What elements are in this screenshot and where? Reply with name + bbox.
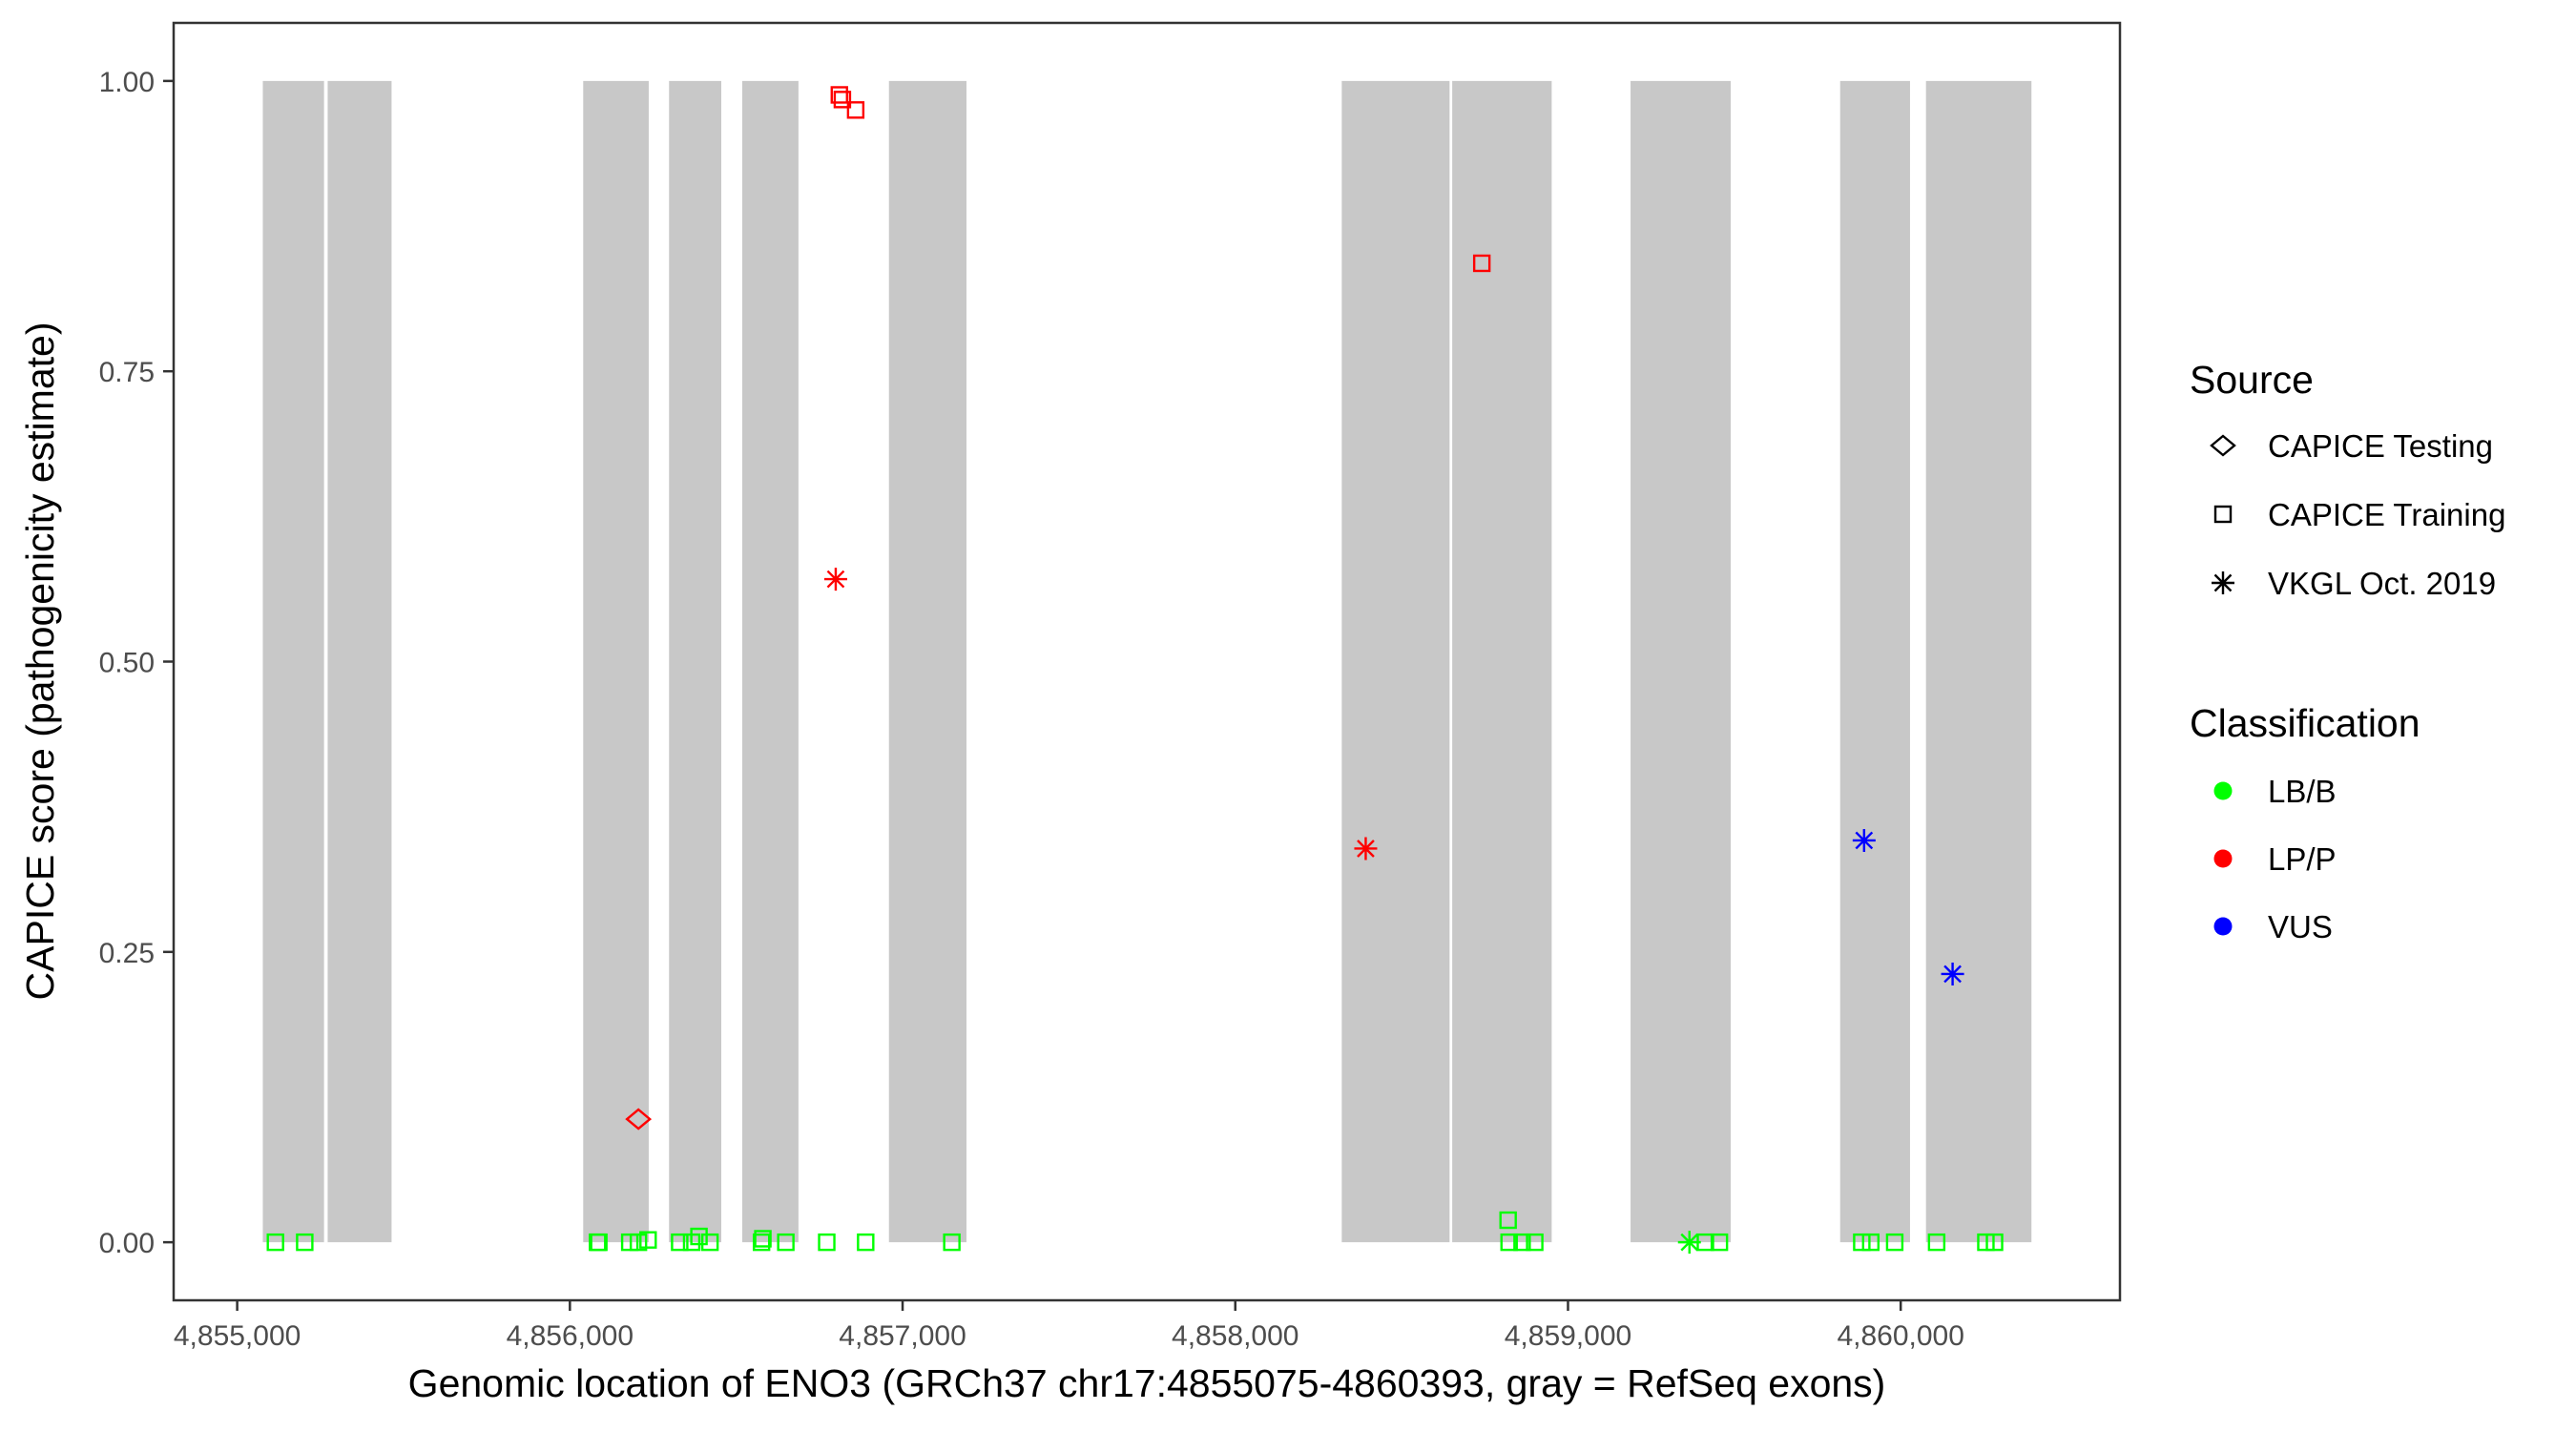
data-point-square — [833, 91, 852, 109]
plot-background — [174, 23, 2120, 1300]
x-tick-label: 4,856,000 — [507, 1320, 634, 1352]
exon-rect — [1925, 80, 2032, 1243]
data-point-asterisk — [1677, 1231, 1701, 1255]
legend-classification-title: Classification — [2190, 701, 2420, 745]
legend-diamond-icon — [2210, 434, 2236, 457]
y-tick-label: 0.00 — [99, 1228, 155, 1259]
data-point-square — [1526, 1233, 1544, 1252]
legend-source-label: VKGL Oct. 2019 — [2268, 566, 2496, 601]
data-point-diamond — [625, 1108, 653, 1130]
data-point-square — [1472, 254, 1491, 273]
data-point-square — [629, 1233, 648, 1252]
y-tick-label: 0.75 — [99, 357, 155, 388]
exon-rect — [262, 80, 324, 1243]
exon-rect — [1631, 80, 1731, 1243]
exon-rect — [741, 80, 799, 1243]
data-point-square — [690, 1227, 708, 1246]
exon-rect — [1341, 80, 1450, 1243]
data-point-asterisk — [823, 568, 847, 591]
data-point-asterisk — [1852, 828, 1876, 852]
x-axis-title: Genomic location of ENO3 (GRCh37 chr17:4… — [408, 1361, 1886, 1405]
legend-class-label: LB/B — [2268, 774, 2337, 809]
exon-rect — [888, 80, 966, 1243]
data-point-square — [1499, 1211, 1517, 1230]
legend-asterisk-icon — [2212, 571, 2234, 594]
legend-color-dot-icon — [2213, 917, 2233, 936]
data-point-square — [266, 1233, 284, 1252]
data-point-square — [296, 1233, 314, 1252]
data-point-square — [671, 1233, 689, 1252]
data-point-square — [943, 1233, 961, 1252]
x-tick-label: 4,859,000 — [1505, 1320, 1631, 1352]
exon-rect — [669, 80, 721, 1243]
x-tick-label: 4,860,000 — [1837, 1320, 1963, 1352]
x-tick-label: 4,857,000 — [839, 1320, 966, 1352]
y-tick-label: 1.00 — [99, 67, 155, 98]
data-point-square — [1927, 1233, 1946, 1252]
data-point-square — [1696, 1233, 1714, 1252]
legend-class-label: LP/P — [2268, 841, 2337, 877]
data-point-square — [857, 1233, 875, 1252]
data-point-square — [754, 1230, 772, 1248]
y-tick-label: 0.25 — [99, 938, 155, 969]
data-point-square — [752, 1233, 771, 1252]
x-tick-label: 4,855,000 — [174, 1320, 301, 1352]
y-axis-title: CAPICE score (pathogenicity estimate) — [18, 322, 62, 1001]
data-point-square — [1513, 1233, 1531, 1252]
data-point-square — [1885, 1233, 1904, 1252]
data-point-square — [1710, 1233, 1729, 1252]
x-tick-label: 4,858,000 — [1172, 1320, 1298, 1352]
data-point-square — [846, 101, 865, 119]
legend-source-title: Source — [2190, 358, 2314, 402]
exon-rect — [583, 80, 649, 1243]
data-point-square — [1861, 1233, 1880, 1252]
exon-rect — [327, 80, 392, 1243]
legend-source-label: CAPICE Testing — [2268, 428, 2493, 464]
data-point-square — [1853, 1233, 1871, 1252]
data-point-square — [1985, 1233, 2004, 1252]
data-point-square — [700, 1233, 719, 1252]
legend-color-dot-icon — [2213, 849, 2233, 868]
y-tick-label: 0.50 — [99, 648, 155, 679]
data-point-asterisk — [1941, 962, 1964, 985]
legend-class-label: VUS — [2268, 909, 2333, 944]
data-point-square — [1500, 1233, 1518, 1252]
exon-rect — [1452, 80, 1552, 1243]
data-point-asterisk — [1354, 837, 1378, 861]
data-point-square — [830, 86, 848, 104]
data-point-square — [818, 1233, 836, 1252]
data-point-square — [777, 1233, 795, 1252]
exon-layer — [262, 80, 2032, 1243]
legend-source-label: CAPICE Training — [2268, 497, 2505, 532]
points-layer — [266, 86, 2004, 1255]
legend-square-icon — [2213, 505, 2233, 524]
exon-rect — [1839, 80, 1910, 1243]
data-point-square — [639, 1231, 657, 1249]
legend: Source CAPICE Testing CAPICE Training VKGL… — [2190, 358, 2505, 944]
x-axis: 4,855,000 4,856,000 4,857,000 4,858,000 4,85… — [174, 1300, 1964, 1352]
y-axis: 0.00 0.25 0.50 0.75 1.00 — [99, 67, 174, 1259]
data-point-square — [590, 1233, 608, 1252]
legend-color-dot-icon — [2213, 781, 2233, 800]
